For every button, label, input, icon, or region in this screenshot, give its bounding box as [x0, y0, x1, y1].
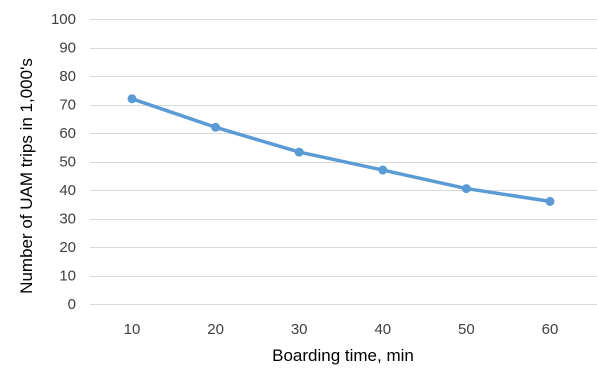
x-tick-label-20: 20 [207, 321, 224, 338]
x-tick-label-10: 10 [124, 321, 141, 338]
y-tick-label-40: 40 [59, 182, 76, 199]
data-point-10 [127, 94, 137, 104]
y-tick-label-50: 50 [59, 154, 76, 171]
y-tick-label-90: 90 [59, 40, 76, 57]
x-tick-label-40: 40 [374, 321, 391, 338]
y-tick-label-70: 70 [59, 97, 76, 114]
y-tick-label-10: 10 [59, 268, 76, 285]
x-axis-title: Boarding time, min [272, 346, 414, 365]
data-point-60 [545, 196, 555, 206]
y-tick-label-80: 80 [59, 68, 76, 85]
y-tick-label-0: 0 [68, 296, 76, 313]
x-tick-label-50: 50 [458, 321, 475, 338]
y-tick-label-30: 30 [59, 211, 76, 228]
data-point-20 [211, 122, 221, 132]
series-line-0 [130, 97, 552, 204]
series-layer [127, 94, 555, 206]
y-axis-title: Number of UAM trips in 1,000's [17, 58, 36, 294]
y-tick-label-100: 100 [51, 11, 76, 28]
y-tick-label-60: 60 [59, 125, 76, 142]
y-tick-label-20: 20 [59, 239, 76, 256]
x-tick-label-60: 60 [542, 321, 559, 338]
data-point-50 [461, 184, 471, 194]
x-axis-tick-labels: 10 20 30 40 50 60 [124, 321, 559, 338]
data-point-40 [378, 165, 388, 175]
data-point-30 [294, 147, 304, 157]
x-tick-label-30: 30 [291, 321, 308, 338]
y-axis-tick-labels: 0 10 20 30 40 50 60 70 80 90 100 [51, 11, 76, 313]
